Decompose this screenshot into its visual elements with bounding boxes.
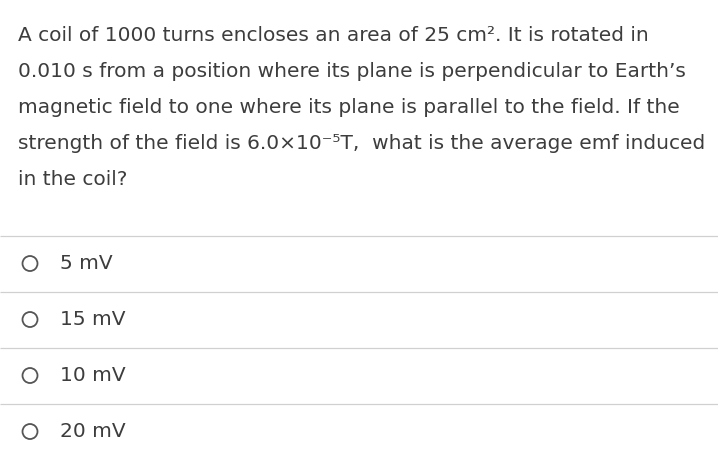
Text: strength of the field is 6.0×10⁻⁵T,  what is the average emf induced: strength of the field is 6.0×10⁻⁵T, what… — [18, 134, 705, 153]
Text: magnetic field to one where its plane is parallel to the field. If the: magnetic field to one where its plane is… — [18, 98, 680, 117]
Text: 0.010 s from a position where its plane is perpendicular to Earth’s: 0.010 s from a position where its plane … — [18, 62, 686, 81]
Text: 10 mV: 10 mV — [60, 366, 126, 385]
Text: 20 mV: 20 mV — [60, 422, 126, 441]
Text: 15 mV: 15 mV — [60, 310, 126, 329]
Text: 5 mV: 5 mV — [60, 254, 113, 273]
Text: in the coil?: in the coil? — [18, 170, 127, 189]
Text: A coil of 1000 turns encloses an area of 25 cm². It is rotated in: A coil of 1000 turns encloses an area of… — [18, 26, 649, 45]
